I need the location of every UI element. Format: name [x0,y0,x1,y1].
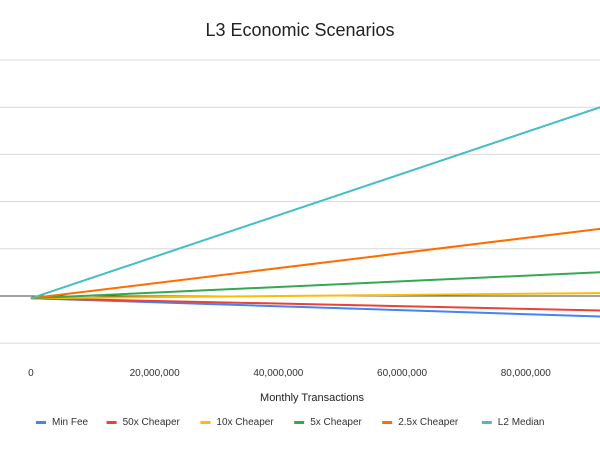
legend-swatch [294,421,305,424]
legend-swatch [481,421,492,424]
legend-label: Min Fee [52,417,89,428]
x-tick-labels: 0 20,000,000 40,000,000 60,000,000 80,000,00… [28,368,551,379]
x-tick-label: 40,000,000 [253,368,303,379]
legend-swatch [200,421,211,424]
legend-label: 5x Cheaper [310,417,362,428]
series-line [30,292,600,300]
legend-label: L2 Median [498,417,545,428]
x-axis-label: Monthly Transactions [260,392,364,404]
x-tick-label: 80,000,000 [501,368,551,379]
legend-label: 2.5x Cheaper [398,417,459,428]
x-tick-label: 0 [28,368,34,379]
series-line [30,271,600,300]
legend: Min Fee 50x Cheaper 10x Cheaper 5x Cheaper 2… [36,417,545,428]
series-lines [30,106,600,318]
series-line [30,297,600,312]
legend-swatch [36,421,46,424]
legend-swatch [382,421,393,424]
legend-label: 50x Cheaper [123,417,181,428]
x-tick-label: 20,000,000 [130,368,180,379]
x-tick-label: 60,000,000 [377,368,427,379]
chart-title: L3 Economic Scenarios [205,20,394,40]
legend-swatch [106,421,117,424]
series-line [30,297,600,318]
series-line [30,227,600,300]
legend-label: 10x Cheaper [216,417,274,428]
series-line [30,106,600,300]
